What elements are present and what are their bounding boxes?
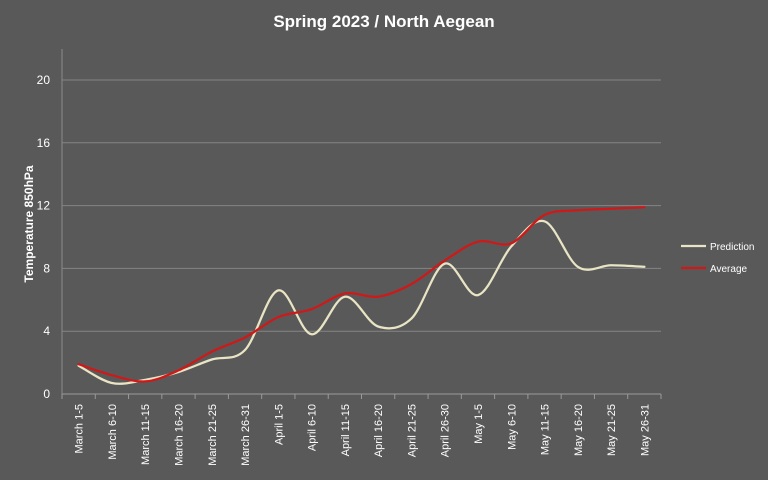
x-tick-label: March 16-20 (173, 404, 185, 466)
x-tick-label: March 21-25 (207, 404, 219, 466)
y-tick-label: 8 (43, 261, 50, 275)
series-line-prediction (77, 219, 646, 385)
x-tick-label: April 1-5 (273, 404, 285, 445)
x-tick-label: March 1-5 (74, 404, 86, 454)
y-tick-labels: 0 4 8 12 16 20 (37, 73, 51, 401)
x-tick-label: April 16-20 (373, 404, 385, 457)
x-tick-label: May 1-5 (473, 404, 485, 444)
gridlines (61, 49, 662, 399)
x-tick-label: May 26-31 (639, 404, 651, 456)
series-line-average (77, 206, 646, 383)
y-tick-label: 0 (43, 387, 50, 401)
y-tick-label: 12 (37, 199, 51, 213)
legend-label: Prediction (710, 242, 754, 253)
legend-label: Average (710, 264, 748, 275)
x-tick-label: May 11-15 (540, 404, 552, 455)
legend: Prediction Average (681, 242, 754, 275)
x-tick-label: May 16-20 (573, 404, 585, 456)
x-tick-label: April 21-25 (406, 404, 418, 457)
x-tick-labels: March 1-5 March 6-10 March 11-15 March 16-2… (74, 404, 652, 466)
y-tick-label: 4 (43, 324, 50, 338)
y-tick-label: 20 (37, 73, 51, 87)
x-tick-label: April 26-30 (440, 404, 452, 457)
x-tick-label: April 6-10 (307, 404, 319, 451)
x-tick-label: April 11-15 (340, 404, 352, 456)
x-tick-label: May 6-10 (506, 404, 518, 450)
y-axis-label: Temperature 850hPa (22, 165, 36, 282)
x-tick-label: March 6-10 (107, 404, 119, 460)
x-tick-label: March 11-15 (140, 404, 152, 465)
series-lines (77, 206, 646, 385)
chart-title: Spring 2023 / North Aegean (273, 12, 494, 31)
y-tick-label: 16 (37, 136, 51, 150)
x-tick-label: May 21-25 (606, 404, 618, 456)
x-tick-label: March 26-31 (240, 404, 252, 466)
